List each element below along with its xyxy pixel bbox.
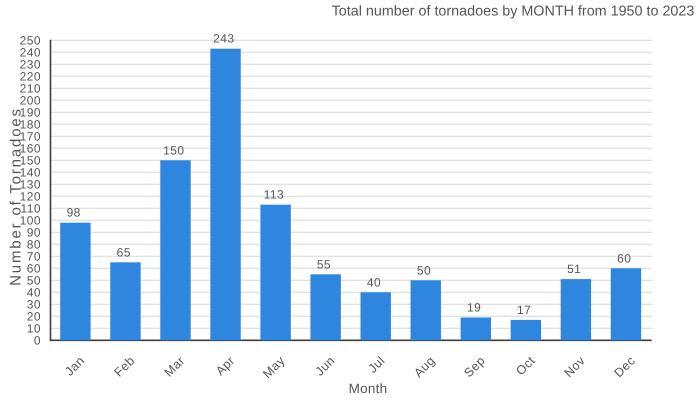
svg-text:150: 150 xyxy=(163,143,184,157)
svg-text:50: 50 xyxy=(27,274,41,288)
svg-text:20: 20 xyxy=(27,310,41,324)
svg-text:120: 120 xyxy=(20,190,41,204)
svg-text:Month: Month xyxy=(349,381,388,396)
svg-text:60: 60 xyxy=(617,251,631,265)
svg-text:200: 200 xyxy=(20,94,41,108)
svg-text:220: 220 xyxy=(20,70,41,84)
svg-text:190: 190 xyxy=(20,106,41,120)
svg-text:0: 0 xyxy=(34,334,41,348)
svg-text:40: 40 xyxy=(27,286,41,300)
svg-text:30: 30 xyxy=(27,298,41,312)
svg-text:110: 110 xyxy=(21,202,41,216)
svg-text:243: 243 xyxy=(213,32,234,46)
svg-text:210: 210 xyxy=(20,82,41,96)
svg-text:50: 50 xyxy=(417,263,431,277)
svg-text:240: 240 xyxy=(20,46,41,60)
svg-text:Total number of tornadoes by M: Total number of tornadoes by MONTH from … xyxy=(332,4,695,20)
svg-text:230: 230 xyxy=(20,58,41,72)
svg-text:170: 170 xyxy=(20,130,41,144)
svg-text:100: 100 xyxy=(20,214,41,228)
svg-text:180: 180 xyxy=(20,118,41,132)
svg-text:130: 130 xyxy=(20,178,41,192)
svg-text:19: 19 xyxy=(467,301,481,315)
svg-text:250: 250 xyxy=(20,34,41,48)
svg-text:90: 90 xyxy=(27,226,41,240)
svg-text:113: 113 xyxy=(264,188,284,202)
svg-text:80: 80 xyxy=(27,238,41,252)
svg-text:65: 65 xyxy=(117,245,131,259)
svg-text:51: 51 xyxy=(567,262,581,276)
svg-text:40: 40 xyxy=(367,275,381,289)
svg-text:60: 60 xyxy=(27,262,41,276)
svg-text:10: 10 xyxy=(27,322,41,336)
svg-text:98: 98 xyxy=(67,206,81,220)
svg-text:160: 160 xyxy=(20,142,41,156)
svg-text:55: 55 xyxy=(317,257,331,271)
svg-text:17: 17 xyxy=(517,303,531,317)
svg-text:140: 140 xyxy=(20,166,41,180)
svg-text:70: 70 xyxy=(27,250,41,264)
svg-text:150: 150 xyxy=(20,154,41,168)
svg-text:Number of Tornadoes: Number of Tornadoes xyxy=(7,107,24,286)
